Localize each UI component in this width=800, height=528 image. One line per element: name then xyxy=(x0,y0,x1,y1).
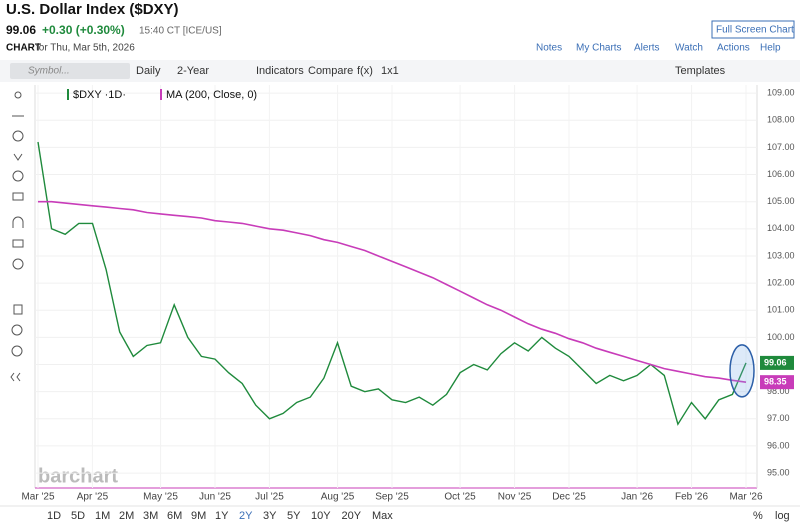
tool-icon[interactable] xyxy=(14,91,22,99)
tool-icon[interactable] xyxy=(12,170,24,182)
period-button[interactable]: 2M xyxy=(119,510,134,522)
quote-time: 15:40 CT [ICE/US] xyxy=(139,26,222,37)
percent-toggle[interactable]: % xyxy=(753,510,763,522)
price-tag xyxy=(760,375,794,390)
y-tick-label: 106.00 xyxy=(767,169,795,179)
header-link[interactable]: Help xyxy=(760,43,781,54)
toolbar-item[interactable]: Daily xyxy=(136,65,161,77)
x-tick-label: May '25 xyxy=(143,492,178,503)
y-tick-label: 108.00 xyxy=(767,115,795,125)
y-tick-label: 98.00 xyxy=(767,386,790,396)
symbol-input[interactable] xyxy=(10,63,130,79)
legend-label[interactable]: $DXY ·1D· xyxy=(73,89,126,101)
price-tag-label: 99.06 xyxy=(764,357,787,367)
legend-swatch xyxy=(160,89,162,100)
watermark: barchart xyxy=(38,465,118,487)
chart-label: CHART xyxy=(6,43,41,54)
x-tick-label: Apr '25 xyxy=(77,492,109,503)
last-price: 99.06 xyxy=(6,23,36,37)
y-tick-label: 97.00 xyxy=(767,413,790,423)
series-line xyxy=(37,141,747,426)
y-tick-label: 96.00 xyxy=(767,440,790,450)
x-tick-label: Oct '25 xyxy=(444,492,476,503)
y-tick-label: 105.00 xyxy=(767,196,795,206)
x-tick-label: Mar '26 xyxy=(729,492,762,503)
period-button[interactable]: 3M xyxy=(143,510,158,522)
tool-icon[interactable] xyxy=(11,324,23,336)
y-tick-label: 109.00 xyxy=(767,88,795,98)
tool-icon[interactable] xyxy=(11,345,23,357)
x-tick-label: Jun '25 xyxy=(199,492,231,503)
toolbar-item[interactable]: 1x1 xyxy=(381,65,399,77)
tool-icon[interactable] xyxy=(13,153,23,161)
y-tick-label: 103.00 xyxy=(767,250,795,260)
tool-icon[interactable] xyxy=(10,372,21,382)
y-tick-label: 107.00 xyxy=(767,142,795,152)
price-change: +0.30 (+0.30%) xyxy=(42,23,125,37)
header-link[interactable]: Watch xyxy=(675,43,703,54)
tool-icon[interactable] xyxy=(12,192,24,201)
header-link[interactable]: Notes xyxy=(536,43,562,54)
x-tick-label: Feb '26 xyxy=(675,492,708,503)
fullscreen-text[interactable]: Full Screen Chart xyxy=(716,25,794,36)
period-button[interactable]: 10Y xyxy=(311,510,331,522)
period-button[interactable]: 6M xyxy=(167,510,182,522)
series-line xyxy=(38,200,747,383)
price-tag xyxy=(760,355,794,370)
y-tick-label: 101.00 xyxy=(767,305,795,315)
x-tick-label: Dec '25 xyxy=(552,492,586,503)
x-tick-label: Mar '25 xyxy=(21,492,54,503)
tool-icon[interactable] xyxy=(12,258,24,270)
period-button[interactable]: 1M xyxy=(95,510,110,522)
page-title: U.S. Dollar Index ($DXY) xyxy=(6,1,179,18)
y-tick-label: 102.00 xyxy=(767,277,795,287)
toolbar-item[interactable]: Compare xyxy=(308,65,353,77)
y-tick-label: 100.00 xyxy=(767,332,795,342)
x-tick-label: Sep '25 xyxy=(375,492,409,503)
period-button[interactable]: 1D xyxy=(47,510,61,522)
toolbar-item[interactable]: Indicators xyxy=(256,65,304,77)
period-button[interactable]: 1Y xyxy=(215,510,229,522)
x-tick-label: Nov '25 xyxy=(498,492,532,503)
toolbar-item[interactable]: f(x) xyxy=(357,65,373,77)
tool-icon[interactable] xyxy=(12,130,24,142)
period-button[interactable]: 2Y xyxy=(239,510,253,522)
highlight-ellipse xyxy=(729,344,755,398)
tool-icon[interactable] xyxy=(12,216,24,228)
tool-icon[interactable] xyxy=(13,304,23,315)
y-tick-label: 104.00 xyxy=(767,223,795,233)
templates-button[interactable]: Templates xyxy=(675,65,726,77)
toolbar-item[interactable]: 2-Year xyxy=(177,65,209,77)
x-tick-label: Jan '26 xyxy=(621,492,653,503)
period-button[interactable]: 9M xyxy=(191,510,206,522)
header-link[interactable]: Alerts xyxy=(634,43,660,54)
tool-icon[interactable] xyxy=(12,239,24,248)
symbol-placeholder[interactable]: Symbol... xyxy=(28,66,70,77)
x-tick-label: Aug '25 xyxy=(321,492,355,503)
price-tag-label: 98.35 xyxy=(764,377,787,387)
period-button[interactable]: Max xyxy=(372,510,393,522)
y-tick-label: 95.00 xyxy=(767,467,790,477)
legend-label[interactable]: MA (200, Close, 0) xyxy=(166,89,257,101)
legend-swatch xyxy=(67,89,69,100)
period-button[interactable]: 5D xyxy=(71,510,85,522)
header-link[interactable]: Actions xyxy=(717,43,750,54)
x-tick-label: Jul '25 xyxy=(255,492,284,503)
left-tools xyxy=(10,91,24,382)
period-button[interactable]: 3Y xyxy=(263,510,277,522)
toolbar xyxy=(0,60,800,82)
period-button[interactable]: 20Y xyxy=(342,510,362,522)
period-button[interactable]: 5Y xyxy=(287,510,301,522)
header-link[interactable]: My Charts xyxy=(576,43,622,54)
log-toggle[interactable]: log xyxy=(775,510,790,522)
fullscreen-button[interactable] xyxy=(711,20,795,39)
chart-date: for Thu, Mar 5th, 2026 xyxy=(36,43,135,54)
